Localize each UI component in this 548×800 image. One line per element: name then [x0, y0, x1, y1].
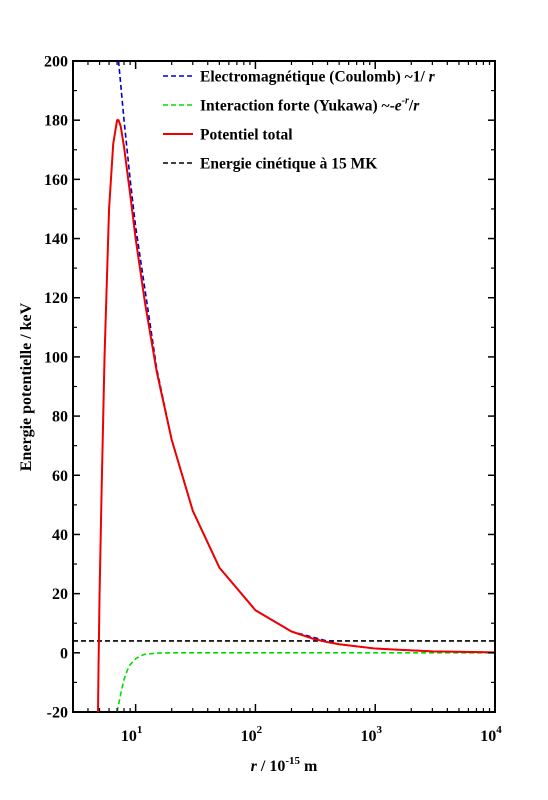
ticks-layer: -20 0 20 40 60 80 100 120 140 160 180 200 101 102 103 1… — [44, 54, 502, 746]
legend-label-total: Potentiel total — [200, 127, 293, 144]
legend-label-kinetic: Energie cinétique à 15 MK — [200, 156, 377, 173]
y-axis-title: Energie potentielle / keV — [18, 302, 35, 471]
series-layer — [73, 61, 495, 712]
series-line-yukawa — [116, 652, 495, 712]
x-tick-label: 104 — [480, 724, 502, 745]
series-line-total — [96, 119, 495, 712]
y-tick-label: -20 — [47, 705, 68, 722]
y-tick-label: 120 — [44, 290, 68, 307]
legend-label-yukawa: Interaction forte (Yukawa) ~-e-r/r — [200, 96, 420, 115]
x-axis-title: r / 10-15 m — [251, 755, 318, 775]
x-axis-title-rest: / 10 — [257, 758, 285, 775]
y-tick-label: 140 — [44, 231, 68, 248]
y-tick-label: 180 — [44, 113, 68, 130]
x-axis-title-unit: m — [300, 758, 318, 775]
y-tick-label: 100 — [44, 349, 68, 366]
y-tick-label: 20 — [52, 586, 68, 603]
y-tick-label: 60 — [52, 468, 68, 485]
x-axis-title-exp: -15 — [285, 755, 300, 767]
y-tick-label: 80 — [52, 409, 68, 426]
y-tick-label: 160 — [44, 172, 68, 189]
legend-label-coulomb: Electromagnétique (Coulomb) ~1/ r — [200, 69, 436, 86]
x-tick-label: 101 — [121, 724, 143, 745]
legend: Electromagnétique (Coulomb) ~1/ r Interac… — [163, 69, 436, 173]
x-tick-label: 103 — [360, 724, 382, 745]
series-line-coulomb — [117, 61, 495, 654]
y-tick-label: 0 — [60, 645, 68, 662]
x-axis-title-italic: r — [251, 758, 258, 775]
x-tick-label: 102 — [241, 724, 263, 745]
y-tick-label: 40 — [52, 527, 68, 544]
y-tick-label: 200 — [44, 54, 68, 71]
